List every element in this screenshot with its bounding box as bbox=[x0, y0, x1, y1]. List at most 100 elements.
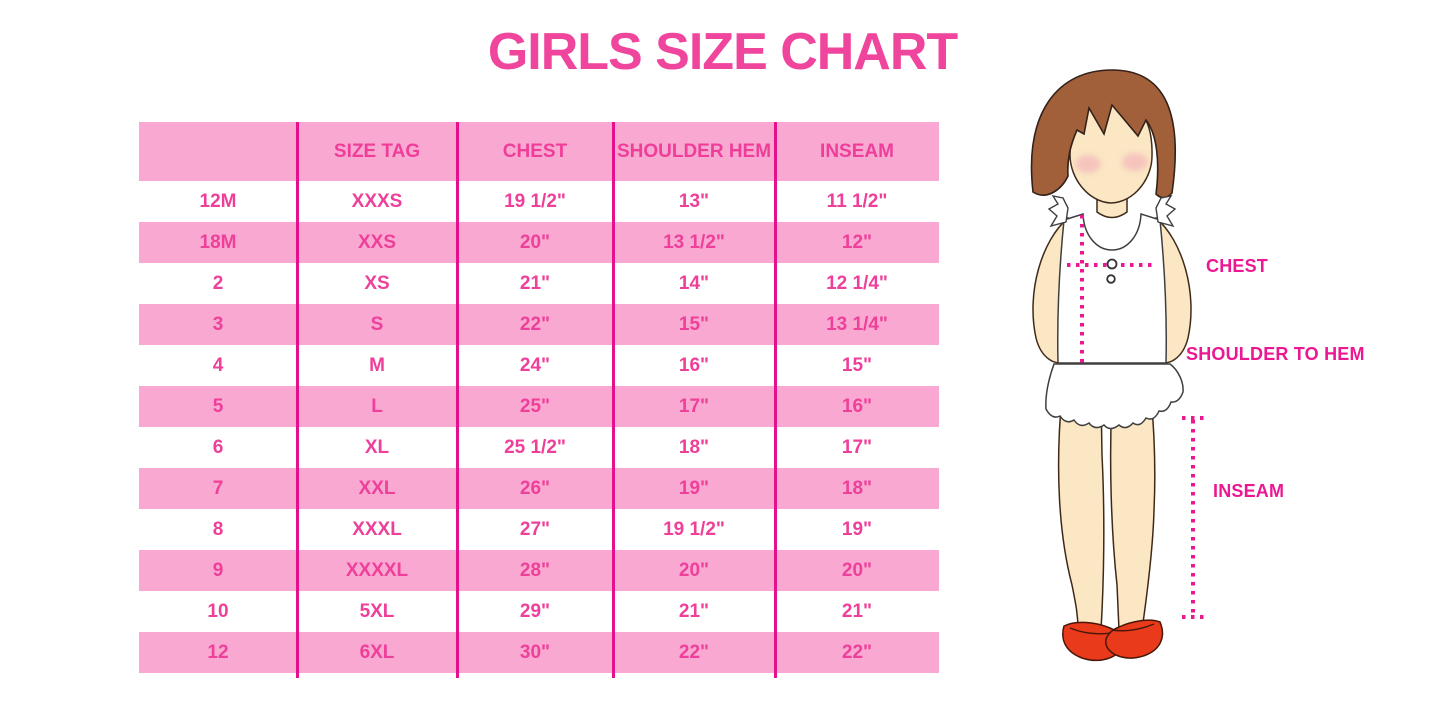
table-row: 18M XXS 20" 13 1/2" 12" bbox=[139, 222, 939, 263]
table-cell: 30" bbox=[519, 641, 551, 663]
table-cell: 21" bbox=[519, 272, 551, 294]
table-cell: 20" bbox=[519, 231, 551, 253]
table-cell: 12" bbox=[841, 231, 873, 253]
table-cell: 13 1/2" bbox=[663, 231, 725, 253]
table-cell: 27" bbox=[519, 518, 551, 540]
table-cell: 19 1/2" bbox=[504, 190, 566, 212]
table-cell: L bbox=[371, 395, 383, 417]
size-table-body: 12M XXXS 19 1/2" 13" 11 1/2" 18M XXS 20" 13 1/2"… bbox=[139, 181, 939, 673]
table-cell: 12M bbox=[199, 190, 237, 212]
table-cell: XXXS bbox=[351, 190, 403, 212]
table-cell: 10 bbox=[207, 600, 229, 622]
column-divider bbox=[774, 122, 777, 678]
right-leg bbox=[1109, 394, 1156, 631]
table-cell: 22" bbox=[519, 313, 551, 335]
girls-size-table: SIZE TAG CHEST SHOULDER HEM INSEAM 12M XXXS 1… bbox=[139, 122, 939, 678]
table-row: 12M XXXS 19 1/2" 13" 11 1/2" bbox=[139, 181, 939, 222]
table-cell: 29" bbox=[519, 600, 551, 622]
table-row: 12 6XL 30" 22" 22" bbox=[139, 632, 939, 673]
table-cell: 8 bbox=[212, 518, 224, 540]
chest-label: CHEST bbox=[1206, 256, 1269, 276]
left-blush bbox=[1075, 155, 1101, 173]
table-cell: 17" bbox=[841, 436, 873, 458]
table-cell: 6 bbox=[212, 436, 224, 458]
table-cell: 19" bbox=[841, 518, 873, 540]
table-row: 3 S 22" 15" 13 1/4" bbox=[139, 304, 939, 345]
table-row: 2 XS 21" 14" 12 1/4" bbox=[139, 263, 939, 304]
table-cell: 11 1/2" bbox=[826, 190, 888, 212]
table-cell: S bbox=[370, 313, 384, 335]
table-cell: 26" bbox=[519, 477, 551, 499]
table-cell: 12 bbox=[207, 641, 229, 663]
girl-illustration: CHEST SHOULDER TO HEM INSEAM bbox=[1000, 60, 1445, 700]
table-row: 10 5XL 29" 21" 21" bbox=[139, 591, 939, 632]
table-cell: 5XL bbox=[359, 600, 395, 622]
shoulder-to-hem-label: SHOULDER TO HEM bbox=[1186, 344, 1365, 364]
header-cell-2: CHEST bbox=[502, 140, 568, 162]
table-cell: 25" bbox=[519, 395, 551, 417]
table-cell: 5 bbox=[212, 395, 224, 417]
table-cell: 20" bbox=[841, 559, 873, 581]
left-leg bbox=[1057, 394, 1105, 631]
table-cell: 18" bbox=[841, 477, 873, 499]
table-row: 8 XXXL 27" 19 1/2" 19" bbox=[139, 509, 939, 550]
table-row: 6 XL 25 1/2" 18" 17" bbox=[139, 427, 939, 468]
table-cell: 16" bbox=[678, 354, 710, 376]
header-cell-4: INSEAM bbox=[820, 140, 894, 162]
table-cell: 4 bbox=[212, 354, 224, 376]
table-cell: 22" bbox=[678, 641, 710, 663]
right-shoe-strap bbox=[1111, 623, 1155, 632]
table-cell: 24" bbox=[519, 354, 551, 376]
table-cell: 17" bbox=[678, 395, 710, 417]
table-cell: 28" bbox=[519, 559, 551, 581]
table-cell: XXXL bbox=[352, 518, 402, 540]
table-cell: 18M bbox=[199, 231, 237, 253]
table-cell: 19" bbox=[678, 477, 710, 499]
table-cell: 7 bbox=[212, 477, 224, 499]
table-cell: XXL bbox=[358, 477, 396, 499]
left-shoulder-ruffle bbox=[1047, 194, 1069, 228]
table-cell: 2 bbox=[212, 272, 224, 294]
header-cell-1: SIZE TAG bbox=[333, 140, 421, 162]
hair bbox=[1030, 69, 1177, 199]
table-cell: 15" bbox=[841, 354, 873, 376]
right-shoulder-ruffle bbox=[1155, 194, 1177, 228]
column-divider bbox=[296, 122, 299, 678]
table-cell: 21" bbox=[841, 600, 873, 622]
top-bodice bbox=[1057, 212, 1167, 364]
header-cell-0 bbox=[139, 122, 297, 181]
size-table-header-row: SIZE TAG CHEST SHOULDER HEM INSEAM bbox=[139, 122, 939, 181]
skirt bbox=[1045, 363, 1184, 430]
table-cell: XXS bbox=[357, 231, 397, 253]
table-cell: 18" bbox=[678, 436, 710, 458]
table-cell: 9 bbox=[212, 559, 224, 581]
table-cell: XL bbox=[364, 436, 390, 458]
inseam-label: INSEAM bbox=[1213, 481, 1285, 501]
table-cell: 13 1/4" bbox=[826, 313, 888, 335]
table-cell: 13" bbox=[678, 190, 710, 212]
table-cell: 12 1/4" bbox=[826, 272, 888, 294]
table-cell: 19 1/2" bbox=[663, 518, 725, 540]
table-cell: 16" bbox=[841, 395, 873, 417]
table-cell: 25 1/2" bbox=[504, 436, 566, 458]
table-row: 5 L 25" 17" 16" bbox=[139, 386, 939, 427]
table-cell: 6XL bbox=[359, 641, 395, 663]
table-cell: 21" bbox=[678, 600, 710, 622]
table-cell: 3 bbox=[212, 313, 224, 335]
table-row: 9 XXXXL 28" 20" 20" bbox=[139, 550, 939, 591]
column-divider bbox=[456, 122, 459, 678]
table-cell: XS bbox=[364, 272, 390, 294]
girl-figure-drawing bbox=[1030, 69, 1205, 662]
page-title: GIRLS SIZE CHART bbox=[487, 23, 958, 81]
table-cell: 15" bbox=[678, 313, 710, 335]
column-divider bbox=[612, 122, 615, 678]
top-button-2 bbox=[1106, 274, 1116, 284]
table-cell: 14" bbox=[678, 272, 710, 294]
table-cell: 22" bbox=[841, 641, 873, 663]
table-row: 7 XXL 26" 19" 18" bbox=[139, 468, 939, 509]
table-cell: XXXXL bbox=[345, 559, 409, 581]
header-cell-3: SHOULDER HEM bbox=[616, 140, 772, 162]
table-cell: 20" bbox=[678, 559, 710, 581]
top-button-1 bbox=[1106, 258, 1118, 270]
table-row: 4 M 24" 16" 15" bbox=[139, 345, 939, 386]
